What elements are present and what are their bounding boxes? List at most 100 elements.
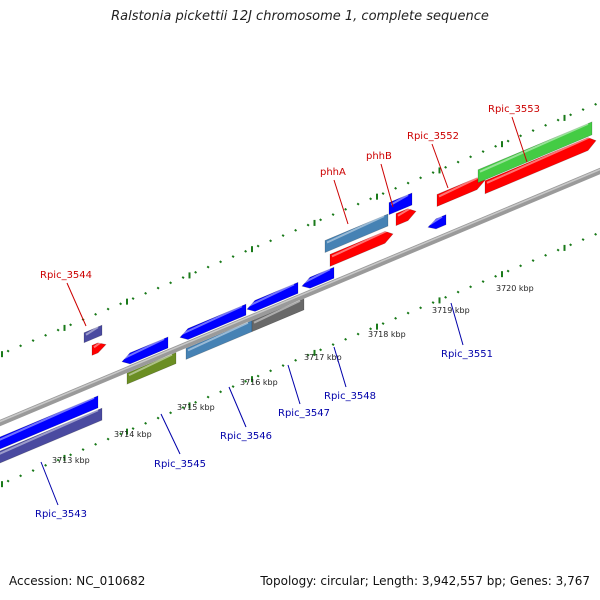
- upper-tick-row-dot: [206, 265, 210, 269]
- leader-line-rpic-3552: [431, 143, 449, 189]
- lower-tick-row-dot: [494, 274, 498, 278]
- backbone-highlight: [0, 168, 600, 423]
- gene-bar-rpic-3542-body: [0, 395, 99, 450]
- lower-tick-row-dot: [544, 253, 548, 257]
- gene-bar-blue-1: [121, 336, 169, 365]
- tick-layer: [1, 102, 598, 488]
- upper-tick-row-dot: [94, 312, 98, 316]
- upper-tick-row-dot: [431, 171, 435, 175]
- leader-line-rpic-3548: [333, 346, 347, 388]
- upper-tick-row-dot: [181, 276, 185, 280]
- backbone-track: [0, 167, 600, 427]
- lower-tick-row-dot: [144, 421, 148, 425]
- lower-tick-row-dot: [569, 243, 573, 247]
- lower-tick-row-dot: [519, 264, 523, 268]
- upper-tick-row-dot: [44, 333, 48, 337]
- sequence-summary: Topology: circular; Length: 3,942,557 bp…: [260, 574, 590, 588]
- gene-bar-rpic-3542: [0, 395, 99, 450]
- lower-tick-row-dot: [231, 385, 235, 389]
- tick-label-3716-kbp: 3716 kbp: [240, 378, 278, 387]
- gene-bar-phhb-top: [388, 192, 413, 216]
- tick-label-3715-kbp: 3715 kbp: [177, 403, 215, 412]
- gene-bar-rpic-3553-top-body: [477, 121, 593, 184]
- gene-bar-rpic-3552-shine: [438, 175, 482, 198]
- gene-bar-rpic-3547: [251, 298, 305, 333]
- lower-tick-row-dot: [194, 400, 198, 404]
- gene-bar-rpic-3544-top-body: [83, 324, 103, 344]
- lower-tick-row-dot: [81, 448, 85, 452]
- lower-tick-row-dot: [269, 369, 273, 373]
- upper-tick-row-dot: [256, 244, 260, 248]
- gene-bar-rpic-3545: [126, 352, 177, 385]
- gene-bar-phha-top-shine: [326, 215, 385, 244]
- lower-tick-row-dot: [44, 463, 48, 467]
- lower-tick-row-dot: [181, 406, 185, 410]
- gene-bar-blue-2-shine: [181, 305, 243, 335]
- gene-bar-rpic-3544: [91, 340, 107, 356]
- gene-bar-blue-3: [246, 281, 299, 312]
- upper-tick-row-dot: [544, 123, 548, 127]
- upper-tick-row-dot: [356, 202, 360, 206]
- lower-tick-row-dot: [594, 232, 598, 236]
- gene-bar-blue-1-shine: [123, 338, 165, 360]
- gene-label-rpic-3546: Rpic_3546: [220, 431, 272, 442]
- lower-tick-row-dot: [69, 453, 73, 457]
- leader-line-rpic-3546: [228, 386, 247, 428]
- upper-tick-row-dot: [144, 291, 148, 295]
- gene-label-rpic-3548: Rpic_3548: [324, 391, 376, 402]
- upper-tick-row-dot: [131, 297, 135, 301]
- lower-tick-row-dot: [481, 280, 485, 284]
- upper-tick-row-dot: [344, 207, 348, 211]
- upper-tick-row-dot: [6, 349, 10, 353]
- upper-tick-row-dot: [456, 160, 460, 164]
- lower-tick-row-dot: [219, 390, 223, 394]
- lower-tick-row-dot: [106, 437, 110, 441]
- gene-bar-rpic-3553-top: [477, 121, 593, 184]
- gene-bar-rpic-3548-body: [301, 266, 335, 289]
- upper-tick-row-dot: [156, 286, 160, 290]
- gene-label-rpic-3551: Rpic_3551: [441, 349, 493, 360]
- upper-tick-row-dot: [269, 239, 273, 243]
- lower-tick-row-dot: [131, 427, 135, 431]
- lower-tick-row-dot: [431, 301, 435, 305]
- gene-bar-rpic-3553-body: [484, 137, 597, 195]
- gene-bar-blue-3-shine: [248, 283, 295, 307]
- lower-tick-row-dot: [19, 474, 23, 478]
- gene-bar-rpic-3544-top: [83, 324, 103, 344]
- gene-label-rpic-3543: Rpic_3543: [35, 509, 87, 520]
- lower-tick-row-dot: [244, 379, 248, 383]
- upper-tick-row-dot: [31, 339, 35, 343]
- backbone-layer: [0, 167, 600, 427]
- upper-tick-row-dot: [469, 155, 473, 159]
- gene-bar-rpic-3544-top-shine: [85, 326, 99, 336]
- upper-tick-row-dot: [19, 344, 23, 348]
- upper-tick-row-dot: [444, 165, 448, 169]
- gene-bar-rpic-3543: [0, 407, 103, 464]
- lower-tick-row-dot: [369, 327, 373, 331]
- gene-bar-phha: [329, 229, 394, 267]
- gene-bar-rpic-3553-top-shine: [479, 122, 589, 173]
- gene-bar-rpic-3551: [427, 214, 447, 230]
- lower-tick-row-dot: [294, 358, 298, 362]
- gene-bar-blue-2-body: [179, 303, 247, 340]
- upper-tick-row-dot: [106, 307, 110, 311]
- lower-tick-row-dot: [381, 322, 385, 326]
- gene-label-phhb: phhB: [366, 151, 392, 162]
- lower-tick-row-dot: [319, 348, 323, 352]
- leader-line-rpic-3544: [66, 282, 87, 327]
- upper-tick-row-dot: [56, 328, 60, 332]
- upper-tick-row-dot: [381, 192, 385, 196]
- features-layer: [0, 121, 597, 464]
- lower-tick-row-dot: [119, 432, 123, 436]
- gene-label-rpic-3552: Rpic_3552: [407, 131, 459, 142]
- gene-bar-rpic-3552: [436, 175, 486, 207]
- gene-bar-rpic-3553-shine: [486, 135, 593, 184]
- gene-bar-rpic-3548: [301, 266, 335, 289]
- lower-tick-row-dot: [531, 259, 535, 263]
- upper-tick-row-dot: [369, 197, 373, 201]
- upper-tick-row-dot: [531, 129, 535, 133]
- lower-tick-row-dot: [356, 332, 360, 336]
- gene-label-phha: phhA: [320, 167, 346, 178]
- tick-label-3719-kbp: 3719 kbp: [432, 306, 470, 315]
